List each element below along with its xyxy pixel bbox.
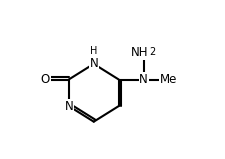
Text: N: N: [64, 100, 73, 113]
Text: NH: NH: [131, 46, 148, 59]
Text: N: N: [89, 57, 98, 70]
Text: H: H: [90, 46, 97, 56]
Text: Me: Me: [160, 73, 178, 86]
Text: O: O: [41, 73, 50, 86]
Text: N: N: [139, 73, 148, 86]
Text: 2: 2: [149, 47, 155, 57]
